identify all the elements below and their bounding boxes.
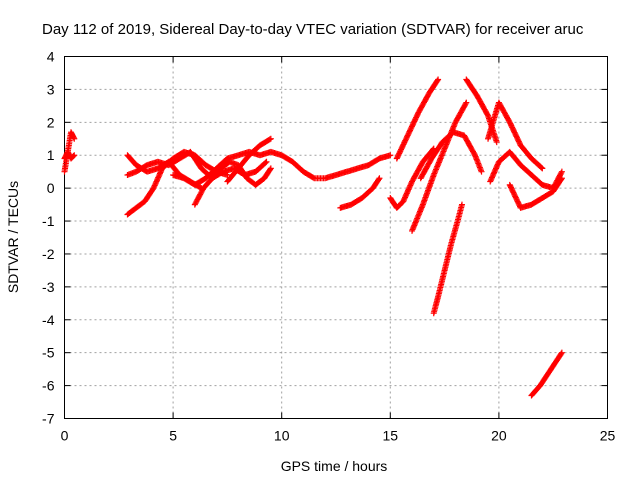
- y-tick-label: -3: [42, 279, 55, 295]
- series-seg-o: [463, 76, 500, 146]
- data-point: [558, 175, 565, 182]
- series-seg-n: [430, 201, 465, 317]
- series-seg-k: [393, 76, 442, 162]
- data-point: [267, 135, 274, 142]
- data-point: [478, 168, 485, 175]
- data-point: [387, 152, 394, 159]
- y-tick-label: -7: [42, 411, 55, 427]
- series-seg-b: [61, 148, 78, 162]
- data-point: [71, 135, 78, 142]
- y-tick-label: 1: [47, 147, 55, 163]
- data-point: [267, 165, 274, 172]
- data-point: [262, 159, 269, 166]
- data-point: [375, 176, 382, 183]
- series-seg-p: [485, 99, 546, 172]
- x-tick-label: 5: [169, 428, 177, 444]
- y-tick-label: 3: [47, 81, 55, 97]
- data-point: [434, 77, 441, 84]
- data-point: [310, 174, 317, 181]
- x-axis-label: GPS time / hours: [281, 458, 388, 474]
- chart-title: Day 112 of 2019, Sidereal Day-to-day VTE…: [42, 21, 584, 38]
- data-point: [463, 99, 470, 106]
- y-tick-label: -1: [42, 213, 55, 229]
- series-seg-h: [224, 135, 274, 185]
- x-tick-label: 0: [61, 428, 69, 444]
- data-point: [558, 176, 565, 183]
- y-tick-label: -2: [42, 246, 55, 262]
- x-tick-labels: 0 5 10 15 20 25: [61, 428, 616, 444]
- x-tick-label: 10: [274, 428, 290, 444]
- grid: [64, 56, 608, 419]
- y-tick-label: -6: [42, 378, 55, 394]
- data-point: [266, 136, 273, 143]
- y-tick-label: 4: [47, 49, 55, 65]
- y-tick-label: -4: [42, 312, 55, 328]
- y-tick-label: 2: [47, 114, 55, 130]
- data-point: [558, 168, 565, 175]
- data-point: [558, 350, 565, 357]
- y-axis-label: SDTVAR / TECUs: [5, 181, 21, 293]
- data-point: [558, 349, 565, 356]
- data-point: [376, 175, 383, 182]
- x-tick-label: 25: [600, 428, 616, 444]
- data-point: [471, 150, 478, 157]
- y-tick-label: -5: [42, 345, 55, 361]
- data-point: [263, 158, 270, 165]
- data-point: [539, 165, 546, 172]
- y-tick-labels: -7 -6 -5 -4 -3 -2 -1 0 1 2 3 4: [42, 49, 55, 427]
- series-seg-s: [528, 349, 565, 399]
- data-point: [484, 111, 491, 118]
- series-seg-g: [191, 158, 274, 208]
- data-point: [558, 169, 565, 176]
- axis-ticks: [64, 56, 608, 419]
- data-point: [493, 139, 500, 146]
- plot-frame: [64, 56, 608, 419]
- series-seg-j: [387, 145, 437, 211]
- data-point: [435, 76, 442, 83]
- series-seg-m: [417, 129, 485, 182]
- series-layer: [61, 76, 565, 399]
- data-point: [458, 201, 465, 208]
- data-point: [71, 152, 78, 159]
- series-seg-i: [337, 175, 383, 211]
- x-tick-label: 20: [491, 428, 507, 444]
- data-point: [267, 166, 274, 173]
- data-point: [462, 100, 469, 107]
- data-point: [538, 164, 545, 171]
- data-point: [224, 171, 231, 178]
- series-seg-r: [506, 175, 565, 211]
- data-point: [70, 153, 77, 160]
- x-tick-label: 15: [383, 428, 399, 444]
- y-tick-label: 0: [47, 180, 55, 196]
